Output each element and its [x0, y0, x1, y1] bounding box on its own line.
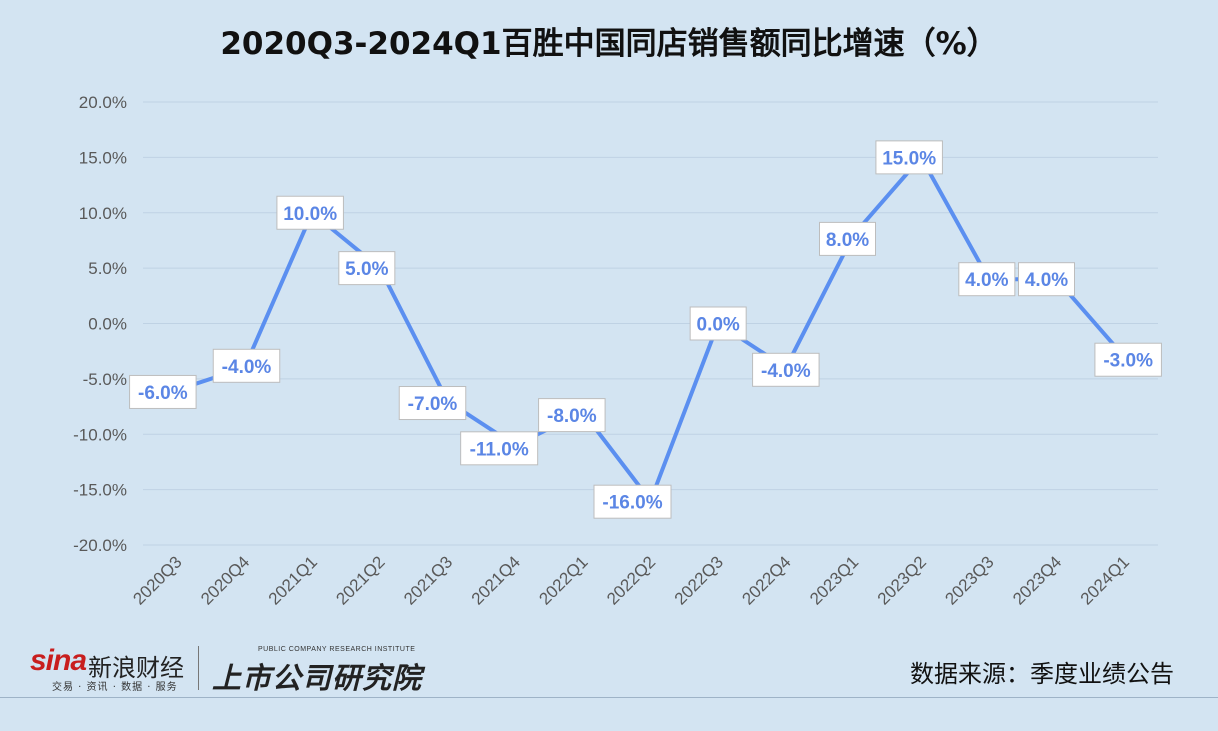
data-label-text: -7.0%: [408, 394, 458, 415]
data-label: 4.0%: [958, 262, 1016, 297]
data-label-text: 8.0%: [826, 230, 869, 251]
data-label: 10.0%: [276, 195, 344, 230]
data-label: -7.0%: [398, 386, 467, 421]
data-label: -4.0%: [212, 348, 281, 383]
y-tick-label: 10.0%: [79, 204, 127, 223]
data-label-text: 15.0%: [882, 148, 936, 169]
x-tick-label: 2023Q2: [874, 552, 930, 608]
data-label: 5.0%: [338, 251, 396, 286]
x-tick-label: 2023Q4: [1009, 552, 1065, 608]
y-tick-label: -15.0%: [73, 481, 127, 500]
logo-divider: [198, 646, 199, 690]
data-label-box: [1018, 262, 1075, 297]
data-label-box: [819, 221, 876, 256]
x-tick-label: 2020Q3: [129, 552, 185, 608]
data-label-text: 0.0%: [697, 315, 740, 336]
sina-tagline: 交易 · 资讯 · 数据 · 服务: [52, 682, 178, 693]
data-label-box: [958, 262, 1016, 297]
y-tick-label: -20.0%: [73, 536, 127, 555]
data-label-box: [129, 374, 197, 409]
data-label: -11.0%: [460, 431, 539, 466]
data-label: 15.0%: [875, 140, 943, 175]
data-label: -8.0%: [538, 398, 606, 433]
data-label: 0.0%: [689, 306, 747, 341]
chart-title: 2020Q3-2024Q1百胜中国同店销售额同比增速（%）: [220, 26, 998, 62]
data-label-box: [689, 306, 747, 341]
data-label: 4.0%: [1018, 262, 1075, 297]
x-tick-label: 2020Q4: [197, 552, 253, 608]
data-label-text: -11.0%: [470, 439, 529, 460]
data-label: -3.0%: [1094, 342, 1162, 377]
x-tick-label: 2022Q4: [738, 552, 794, 608]
x-tick-label: 2022Q3: [671, 552, 727, 608]
line-chart: 20.0% 15.0% 10.0% 5.0% 0.0% -5.0% -10.0% -15.0%…: [73, 93, 1162, 609]
data-label-text: 10.0%: [283, 204, 337, 225]
x-tick-label: 2023Q1: [806, 552, 862, 608]
y-tick-label: -5.0%: [83, 370, 127, 389]
x-tick-label: 2022Q1: [535, 552, 591, 608]
data-label: -4.0%: [752, 352, 820, 387]
gridlines: [143, 101, 1158, 546]
x-tick-label: 2021Q3: [400, 552, 456, 608]
sina-logo: sina: [30, 644, 87, 677]
y-tick-label: 15.0%: [79, 148, 127, 167]
data-labels: -6.0% -4.0% 10.0% 5.0% -7.0% -11.0% -8.0% -16.0…: [129, 140, 1162, 519]
data-label-text: 4.0%: [965, 270, 1008, 291]
x-tick-label: 2021Q2: [332, 552, 388, 608]
data-source: 数据来源：季度业绩公告: [910, 660, 1174, 688]
y-tick-label: 5.0%: [88, 259, 127, 278]
data-label: -16.0%: [593, 484, 672, 519]
data-label-text: 5.0%: [345, 259, 388, 280]
y-tick-label: -10.0%: [73, 425, 127, 444]
data-label-text: -16.0%: [602, 493, 662, 514]
x-tick-label: 2022Q2: [603, 552, 659, 608]
data-label-box: [538, 398, 606, 433]
institute-english-name: PUBLIC COMPANY RESEARCH INSTITUTE: [258, 646, 416, 653]
data-label: -6.0%: [129, 374, 197, 409]
data-label-box: [338, 251, 396, 286]
data-label-box: [1094, 342, 1162, 377]
data-label-box: [276, 195, 344, 230]
data-label-text: -4.0%: [761, 361, 811, 382]
x-axis-ticks: 2020Q3 2020Q4 2021Q1 2021Q2 2021Q3 2021Q4 2022…: [129, 552, 1133, 608]
x-tick-label: 2021Q1: [265, 552, 321, 608]
x-tick-label: 2023Q3: [941, 552, 997, 608]
data-label-text: -3.0%: [1103, 351, 1153, 372]
y-tick-label: 20.0%: [79, 93, 127, 112]
data-label-text: -6.0%: [138, 383, 188, 404]
data-label-box: [398, 386, 467, 421]
institute-logo: 上市公司研究院: [212, 661, 423, 695]
footer-divider: [0, 697, 1218, 698]
data-label-box: [593, 484, 672, 519]
data-label-text: -8.0%: [547, 406, 597, 427]
data-label-box: [212, 348, 281, 383]
data-label-box: [875, 140, 943, 175]
y-tick-label: 0.0%: [88, 315, 127, 334]
x-tick-label: 2021Q4: [468, 552, 524, 608]
data-label-text: 4.0%: [1025, 270, 1068, 291]
x-tick-label: 2024Q1: [1077, 552, 1133, 608]
sina-finance-name: 新浪财经: [88, 654, 184, 682]
data-label: 8.0%: [819, 221, 876, 256]
data-label-box: [460, 431, 539, 466]
data-label-box: [752, 352, 820, 387]
y-axis-ticks: 20.0% 15.0% 10.0% 5.0% 0.0% -5.0% -10.0% -15.0%…: [73, 93, 127, 555]
data-label-text: -4.0%: [222, 357, 272, 378]
